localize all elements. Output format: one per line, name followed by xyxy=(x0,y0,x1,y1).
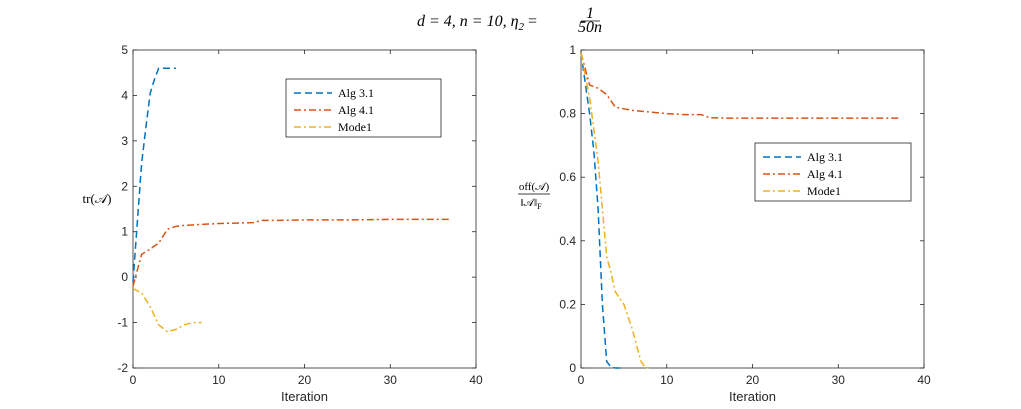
right-ytick-label: 0 xyxy=(569,361,576,375)
right-ytick-label: 0.8 xyxy=(559,107,576,121)
right-ytick-label: 0.6 xyxy=(559,170,576,184)
left-ytick-label: 1 xyxy=(121,225,128,239)
title-frac-num: 1 xyxy=(586,5,594,22)
left-legend: Alg 3.1 Alg 4.1 Mode1 xyxy=(285,78,442,138)
right-ylabel-num: off(𝒜) xyxy=(519,181,550,193)
right-xlabel: Iteration xyxy=(729,389,776,404)
figure-title: d = 4, n = 10, η2 = xyxy=(417,13,537,33)
title-sub: 2 xyxy=(519,21,525,33)
left-legend-label: Alg 4.1 xyxy=(338,103,374,117)
left-series-alg-3-1 xyxy=(132,67,176,282)
left-ytick-label: -2 xyxy=(117,361,128,375)
right-legend-label: Alg 3.1 xyxy=(807,150,843,164)
right-series-mode1 xyxy=(580,53,650,369)
right-legend-label: Mode1 xyxy=(807,184,841,198)
left-ylabel: tr(𝒜) xyxy=(83,191,112,206)
right-axes-box xyxy=(580,49,925,369)
right-plot: 0 10 20 30 40 0 0.2 0.4 0.6 0.8 1 Iteration off(𝒜)… xyxy=(518,43,931,404)
left-xtick-label: 40 xyxy=(469,373,483,387)
right-xtick-label: 30 xyxy=(832,373,846,387)
left-ytick-label: 2 xyxy=(121,179,128,193)
left-ytick-label: -1 xyxy=(117,316,128,330)
right-xtick-label: 20 xyxy=(746,373,760,387)
right-legend-label: Alg 4.1 xyxy=(807,167,843,181)
right-ylabel: off(𝒜) ‖𝒜‖F xyxy=(518,181,550,211)
left-xtick-label: 30 xyxy=(384,373,398,387)
right-legend: Alg 3.1 Alg 4.1 Mode1 xyxy=(754,142,912,202)
title-main: d = 4, n = 10, η xyxy=(417,13,519,30)
left-legend-label: Mode1 xyxy=(338,120,372,134)
left-xlabel: Iteration xyxy=(281,389,328,404)
right-ylabel-den: ‖𝒜‖F xyxy=(520,197,542,211)
left-legend-label: Alg 3.1 xyxy=(338,86,374,100)
right-ytick-label: 0.4 xyxy=(559,234,576,248)
right-ytick-label: 0.2 xyxy=(559,297,576,311)
left-series-alg-4-1 xyxy=(132,218,451,287)
left-series-mode1 xyxy=(132,287,202,333)
right-xtick-label: 40 xyxy=(917,373,931,387)
right-ytick-label: 1 xyxy=(569,43,576,57)
title-frac-den: 50n xyxy=(578,19,602,36)
left-plot: 0 10 20 30 40 -2 -1 0 1 2 3 4 5 Iteration tr(𝒜) Alg … xyxy=(83,43,483,404)
left-ytick-label: 0 xyxy=(121,270,128,284)
left-ytick-label: 4 xyxy=(121,88,128,102)
left-xtick-label: 10 xyxy=(212,373,226,387)
left-ytick-label: 3 xyxy=(121,134,128,148)
left-ytick-label: 5 xyxy=(121,43,128,57)
right-series-alg-3-1 xyxy=(580,53,624,369)
title-eq: = xyxy=(524,13,537,30)
left-xtick-label: 20 xyxy=(298,373,312,387)
left-xtick-label: 0 xyxy=(130,373,137,387)
right-xtick-label: 10 xyxy=(660,373,674,387)
right-xtick-label: 0 xyxy=(578,373,585,387)
right-series-alg-4-1 xyxy=(580,53,899,119)
